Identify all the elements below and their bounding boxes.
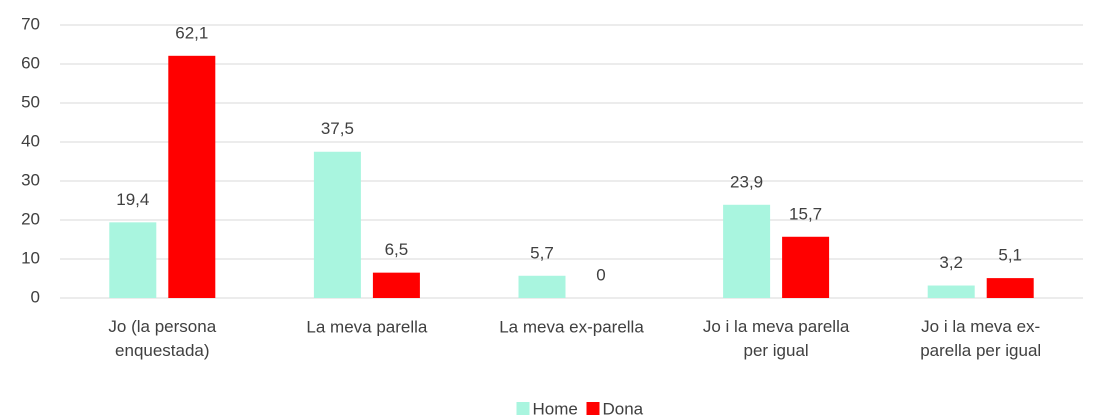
bar	[109, 222, 157, 298]
y-tick-label: 40	[21, 131, 40, 150]
value-label: 0	[596, 265, 605, 284]
bar	[723, 204, 771, 298]
x-tick-label: La meva ex-parella	[499, 317, 644, 336]
value-label: 5,7	[530, 243, 554, 262]
legend-label: Home	[533, 399, 578, 418]
bar	[372, 272, 420, 298]
value-label: 19,4	[116, 190, 149, 209]
bar	[986, 278, 1034, 298]
x-tick-label: Jo (la persona enquestada)	[108, 317, 216, 360]
value-label: 23,9	[730, 172, 763, 191]
bar	[782, 236, 830, 298]
bar	[518, 275, 566, 298]
y-tick-label: 50	[21, 92, 40, 111]
value-label: 15,7	[789, 204, 822, 223]
value-label: 62,1	[175, 23, 208, 42]
y-tick-label: 0	[31, 287, 40, 306]
y-tick-label: 30	[21, 170, 40, 189]
value-label: 3,2	[939, 253, 963, 272]
value-label: 6,5	[385, 240, 409, 259]
y-tick-label: 60	[21, 53, 40, 72]
y-tick-label: 20	[21, 209, 40, 228]
x-tick-label: Jo i la meva parella per igual	[703, 317, 850, 360]
legend-swatch	[516, 402, 530, 415]
legend-label: Dona	[603, 399, 644, 418]
bar	[168, 55, 216, 299]
y-tick-label: 70	[21, 14, 40, 33]
x-tick-label: Jo i la meva ex-parella per igual	[920, 317, 1041, 360]
value-label: 5,1	[998, 246, 1022, 265]
value-label: 37,5	[321, 119, 354, 138]
bar	[313, 151, 361, 298]
legend-swatch	[586, 402, 600, 415]
x-tick-label: La meva parella	[306, 317, 428, 336]
y-tick-label: 10	[21, 248, 40, 267]
bar	[927, 285, 975, 298]
